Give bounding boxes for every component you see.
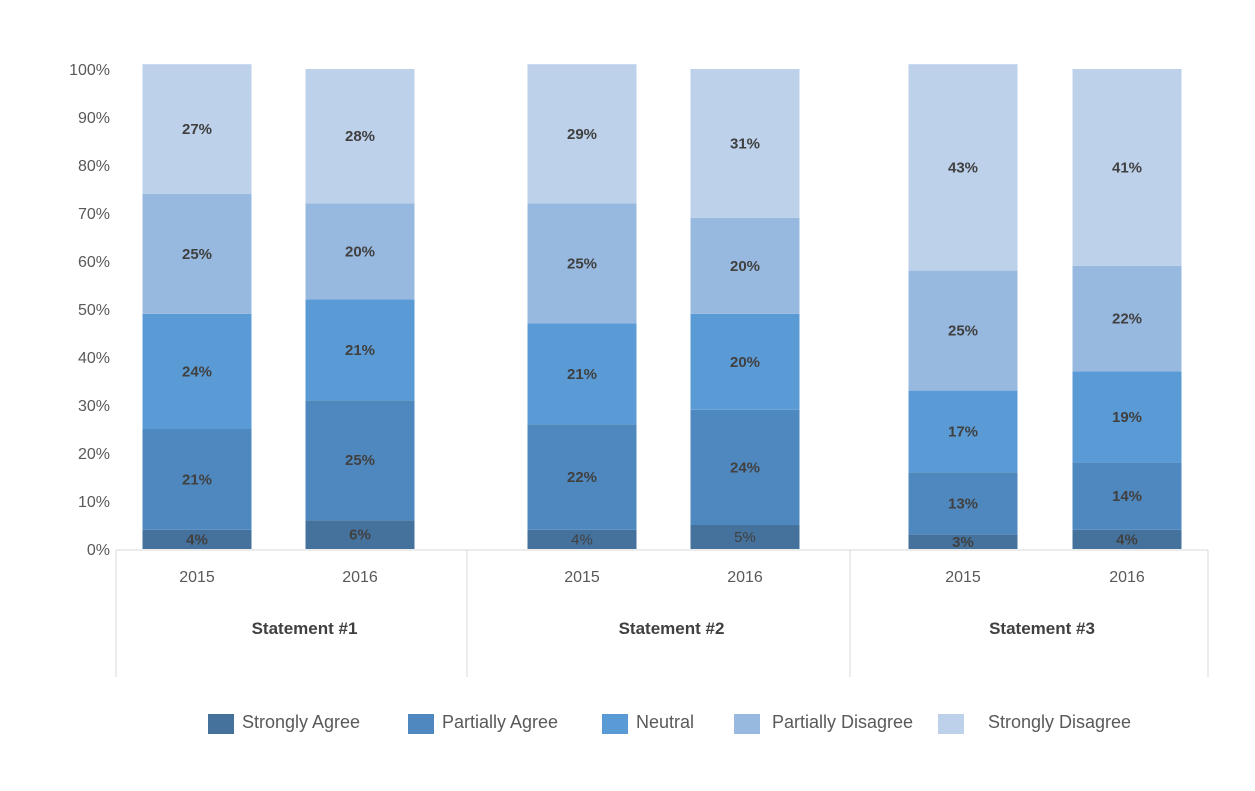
y-tick-label: 20%: [78, 446, 110, 463]
data-label: 25%: [948, 323, 978, 340]
x-category-label: 2016: [1109, 569, 1145, 586]
legend-swatch-neutral: [602, 714, 628, 734]
legend-swatch-strongly-agree: [208, 714, 234, 734]
bar-segment-partially-agree: [305, 400, 415, 521]
legend-label-strongly-disagree: Strongly Disagree: [988, 712, 1131, 732]
bar-segment-neutral: [1072, 371, 1182, 463]
data-label: 21%: [182, 471, 212, 488]
bar-segment-strongly-agree: [690, 525, 800, 549]
data-labels-layer: 4% 21% 24% 25% 27% 6% 25% 21% 20% 28% 4% 22% 21% 25% 2…: [182, 121, 1142, 551]
x-category-label: 2015: [945, 569, 981, 586]
bar-segment-partially-disagree: [1072, 265, 1182, 372]
y-tick-label: 0%: [87, 542, 110, 559]
data-label: 41%: [1112, 159, 1142, 176]
bars-layer: [142, 64, 1182, 549]
x-category-label: 2016: [727, 569, 763, 586]
bar-segment-strongly-agree: [305, 520, 415, 549]
data-label: 28%: [345, 128, 375, 145]
bar-segment-partially-agree: [1072, 462, 1182, 530]
data-label: 6%: [349, 527, 371, 544]
data-label: 19%: [1112, 409, 1142, 426]
bar-segment-neutral: [690, 313, 800, 410]
y-tick-label: 30%: [78, 398, 110, 415]
group-label: Statement #3: [989, 619, 1095, 638]
bar-segment-strongly-disagree: [908, 64, 1018, 271]
data-label: 20%: [345, 243, 375, 260]
y-tick-label: 70%: [78, 206, 110, 223]
y-tick-label: 40%: [78, 350, 110, 367]
data-label: 20%: [730, 354, 760, 371]
data-label: 14%: [1112, 488, 1142, 505]
bar-segment-partially-agree: [908, 472, 1018, 535]
bar-segment-partially-disagree: [142, 193, 252, 314]
bar-segment-partially-agree: [142, 429, 252, 530]
data-label: 3%: [952, 534, 974, 551]
legend-label-partially-disagree: Partially Disagree: [772, 712, 913, 732]
data-label: 4%: [571, 531, 593, 548]
y-tick-label: 50%: [78, 302, 110, 319]
data-label: 20%: [730, 258, 760, 275]
bar-segment-strongly-agree: [142, 529, 252, 549]
bar-segment-neutral: [305, 299, 415, 401]
y-tick-label: 60%: [78, 254, 110, 271]
legend-label-strongly-agree: Strongly Agree: [242, 712, 360, 732]
data-label: 5%: [734, 529, 756, 546]
bar-segment-neutral: [908, 390, 1018, 473]
bar-segment-neutral: [142, 313, 252, 429]
legend-label-partially-agree: Partially Agree: [442, 712, 558, 732]
category-axis-layer: 2015 2016 Statement #1 2015 2016 Statement #2…: [115, 549, 1209, 677]
bar-segment-strongly-agree: [1072, 529, 1182, 549]
data-label: 24%: [730, 459, 760, 476]
data-label: 27%: [182, 121, 212, 138]
data-label: 25%: [567, 255, 597, 272]
bar-segment-strongly-agree: [908, 534, 1018, 549]
data-label: 29%: [567, 126, 597, 143]
legend: Strongly Agree Partially Agree Neutral Part…: [208, 712, 1131, 734]
bar-segment-strongly-disagree: [527, 64, 637, 204]
y-tick-label: 80%: [78, 158, 110, 175]
bar-segment-partially-disagree: [908, 270, 1018, 391]
bar-segment-strongly-disagree: [690, 69, 800, 218]
data-label: 17%: [948, 423, 978, 440]
group-label: Statement #2: [619, 619, 725, 638]
data-label: 21%: [567, 366, 597, 383]
data-label: 31%: [730, 135, 760, 152]
bar-segment-strongly-disagree: [1072, 69, 1182, 266]
axis-layer: 0% 10% 20% 30% 40% 50% 60% 70% 80% 90% 100%: [69, 62, 110, 559]
data-label: 21%: [345, 342, 375, 359]
data-label: 25%: [345, 452, 375, 469]
legend-swatch-partially-agree: [408, 714, 434, 734]
bar-segment-partially-disagree: [690, 217, 800, 314]
data-label: 24%: [182, 363, 212, 380]
x-category-label: 2015: [564, 569, 600, 586]
data-label: 22%: [1112, 311, 1142, 328]
bar-segment-strongly-disagree: [142, 64, 252, 194]
legend-label-neutral: Neutral: [636, 712, 694, 732]
bar-segment-partially-agree: [527, 424, 637, 530]
legend-swatch-strongly-disagree: [938, 714, 964, 734]
data-label: 4%: [186, 531, 208, 548]
data-label: 4%: [1116, 531, 1138, 548]
y-tick-label: 10%: [78, 494, 110, 511]
data-label: 22%: [567, 469, 597, 486]
bar-segment-partially-disagree: [305, 203, 415, 300]
legend-swatch-partially-disagree: [734, 714, 760, 734]
bar-segment-strongly-agree: [527, 529, 637, 549]
y-tick-label: 100%: [69, 62, 110, 79]
y-tick-label: 90%: [78, 110, 110, 127]
bar-segment-strongly-disagree: [305, 69, 415, 204]
bar-segment-partially-agree: [690, 409, 800, 525]
bar-segment-partially-disagree: [527, 203, 637, 324]
data-label: 25%: [182, 246, 212, 263]
group-label: Statement #1: [252, 619, 358, 638]
x-category-label: 2016: [342, 569, 378, 586]
x-category-label: 2015: [179, 569, 215, 586]
bar-segment-neutral: [527, 323, 637, 425]
data-label: 43%: [948, 159, 978, 176]
data-label: 13%: [948, 495, 978, 512]
